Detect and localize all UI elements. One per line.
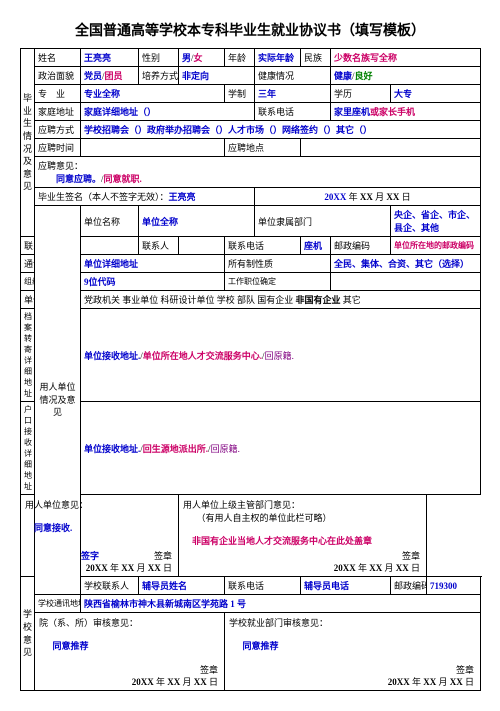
atime-val <box>81 139 225 157</box>
name-lbl: 姓名 <box>35 49 81 67</box>
ethnic-val: 少数名族写全称 <box>331 49 481 67</box>
addr-lbl: 家庭地址 <box>35 103 81 121</box>
form-table: 毕业生情况及意见 姓名 王亮亮 性别 男/女 年龄 实际年龄 民族 少数名族写全… <box>20 48 481 691</box>
s3-opinion1: 院（系、所）审核意见： 同意推荐 签章 20XX 年 XX 月 XX 日 <box>35 613 225 691</box>
own-val: 全民、集体、合资、其它（选择） <box>331 255 481 273</box>
dur-val: 三年 <box>255 85 331 103</box>
cdept-val <box>81 237 139 255</box>
s1-sign: 毕业生签名（本人不签字无效）：王亮亮 <box>35 188 255 206</box>
uname-lbl: 单位名称 <box>81 206 139 237</box>
pol-val: 党员/团员 <box>81 67 139 85</box>
post-lbl: 邮政编码 <box>331 237 391 255</box>
apply-val: 学校招聘会（）政府举办招聘会（）人才市场（）网络签约（）其它（） <box>81 121 481 139</box>
work-val <box>331 273 481 291</box>
s2-opinion2: 用人单位上级主管部门意见： （有用人自主权的单位此栏可略） 非国有企业当地人才交… <box>179 495 427 577</box>
huk-val: 单位接收地址./回生源地派出所./回原籍. <box>81 402 481 495</box>
file-lbl: 档案转寄详细地址 <box>21 309 35 402</box>
s1-opinion: 应聘意见： 同意应聘。/同意就职. <box>35 157 481 188</box>
s3-c-val: 辅导员姓名 <box>139 577 225 595</box>
edu-val: 大专 <box>391 85 481 103</box>
s2-opinion1: 用人单位意见： 同意接收. 签字 签章 20XX 年 XX 月 XX 日 <box>21 495 179 577</box>
age-lbl: 年龄 <box>225 49 255 67</box>
cdept-lbl: 联系部门 <box>21 237 35 255</box>
s3-addr-lbl: 学校通讯地址 <box>35 595 81 613</box>
atime-lbl: 应聘时间 <box>35 139 81 157</box>
cperson-lbl: 联系人 <box>139 237 179 255</box>
s3-post-lbl: 邮政编码 <box>391 577 427 595</box>
train-lbl: 培养方式 <box>139 67 179 85</box>
post-val: 单位所在地的邮政编码 <box>391 237 481 255</box>
train-val: 非定向 <box>179 67 255 85</box>
age-val: 实际年龄 <box>255 49 301 67</box>
cperson-val <box>179 237 225 255</box>
own-lbl: 所有制性质 <box>225 255 331 273</box>
apply-lbl: 应聘方式 <box>35 121 81 139</box>
s3-tel-val: 辅导员电话 <box>301 577 391 595</box>
code-lbl: 组织机构代码 <box>21 273 35 291</box>
code-val: 9位代码 <box>81 273 225 291</box>
edu-lbl: 学历 <box>331 85 391 103</box>
major-val: 专业全称 <box>81 85 225 103</box>
file-val: 单位接收地址./单位所在地人才交流服务中心./回原籍. <box>81 309 481 402</box>
health-val: 健康/良好 <box>331 67 481 85</box>
doc-title: 全国普通高等学校本专科毕业生就业协议书（填写模板） <box>20 20 480 40</box>
apos-val <box>301 139 481 157</box>
s1-date: 20XX 年 XX 月 XX 日 <box>255 188 481 206</box>
health-lbl: 健康情况 <box>255 67 331 85</box>
uname-val: 单位全称 <box>139 206 255 237</box>
huk-lbl: 户口接收详细地址 <box>21 402 35 495</box>
s3-tel-lbl: 联系电话 <box>225 577 301 595</box>
apos-lbl: 应聘地点 <box>225 139 301 157</box>
work-lbl: 工作职位确定 <box>225 273 331 291</box>
name-val: 王亮亮 <box>81 49 139 67</box>
dept-lbl: 单位隶属部门 <box>255 206 391 237</box>
ethnic-lbl: 民族 <box>301 49 331 67</box>
gender-lbl: 性别 <box>139 49 179 67</box>
addr-val: 家庭详细地址（） <box>81 103 255 121</box>
major-lbl: 专 业 <box>35 85 81 103</box>
dept-val: 央企、省企、市企、县企、其他 <box>391 206 481 237</box>
tel-lbl: 联系电话 <box>255 103 331 121</box>
s3-opinion2: 学校就业部门审核意见： 同意推荐 签章 20XX 年 XX 月 XX 日 <box>225 613 481 691</box>
caddr-val: 单位详细地址 <box>81 255 225 273</box>
s3-post-val: 719300 <box>427 577 481 595</box>
tel-val: 家里座机或家长手机 <box>331 103 481 121</box>
gender-val: 男/女 <box>179 49 225 67</box>
s3-c-lbl: 学校联系人 <box>81 577 139 595</box>
pol-lbl: 政治面貌 <box>35 67 81 85</box>
caddr-lbl: 通讯地址 <box>21 255 35 273</box>
utype-lbl: 单位性质 <box>21 291 35 309</box>
dur-lbl: 学制 <box>225 85 255 103</box>
s3-addr-val: 陕西省榆林市神木县新城南区学苑路 1 号 <box>81 595 481 613</box>
section1-header: 毕业生情况及意见 <box>21 49 35 237</box>
section3-header: 学校意见 <box>21 577 35 691</box>
utype-val: 党政机关 事业单位 科研设计单位 学校 部队 国有企业 非国有企业 其它 <box>81 291 481 309</box>
ctel-val: 座机 <box>301 237 331 255</box>
ctel-lbl: 联系电话 <box>225 237 301 255</box>
